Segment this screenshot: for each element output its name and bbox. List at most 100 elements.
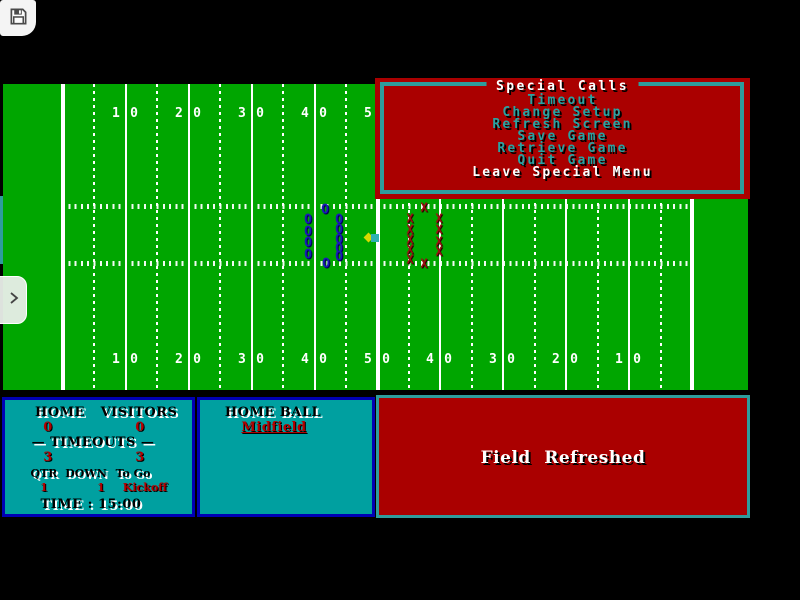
yard-line	[628, 84, 630, 390]
defense-player-marker: X	[406, 252, 414, 267]
defense-player-marker: X	[420, 256, 428, 271]
save-state-button[interactable]	[0, 0, 36, 36]
offense-player-marker: O	[335, 222, 343, 238]
yard-line	[314, 84, 316, 390]
field-edge-strip	[0, 196, 3, 264]
down-value: 1	[97, 481, 105, 494]
yard-line	[690, 84, 694, 390]
status-message: Field Refreshed	[480, 448, 646, 468]
yard-digit: 0	[633, 352, 641, 367]
offense-player-marker: O	[304, 224, 312, 240]
yard-digit: 0	[444, 352, 452, 367]
five-yard-line	[534, 84, 536, 390]
five-yard-line	[93, 84, 95, 390]
ball-square-icon	[371, 234, 379, 242]
five-yard-line	[219, 84, 221, 390]
message-panel: Field Refreshed	[376, 395, 750, 518]
defense-player-marker: X	[406, 232, 414, 247]
menu-item-quit-game[interactable]: Quit Game	[517, 153, 608, 168]
yard-digit: 2	[175, 106, 183, 121]
defense-player-marker: X	[420, 200, 428, 215]
yard-digit: 4	[301, 106, 309, 121]
possession-panel: HOME BALL Midfield	[197, 397, 375, 517]
menu-item-save-game[interactable]: Save Game	[517, 129, 608, 144]
defense-player-marker: X	[406, 211, 414, 226]
visitors-label: VISITORS	[100, 405, 178, 420]
visitors-timeouts: 3	[135, 450, 145, 465]
defense-player-marker: X	[435, 211, 443, 226]
yard-digit: 0	[570, 352, 578, 367]
menu-item-refresh-screen[interactable]: Refresh Screen	[492, 117, 633, 132]
defense-player-marker: X	[435, 234, 443, 249]
yard-digit: 1	[615, 352, 623, 367]
yard-digit: 3	[489, 352, 497, 367]
yard-digit: 2	[175, 352, 183, 367]
yard-digit: 1	[112, 106, 120, 121]
menu-item-change-setup[interactable]: Change Setup	[502, 105, 623, 120]
yard-digit: 0	[256, 352, 264, 367]
yard-digit: 2	[552, 352, 560, 367]
five-yard-line	[156, 84, 158, 390]
offense-player-marker: O	[304, 212, 312, 228]
offense-player-marker: O	[335, 241, 343, 257]
home-label: HOME	[35, 405, 85, 420]
menu-item-leave-special-menu[interactable]: Leave Special Menu	[472, 165, 653, 180]
ball-marker	[363, 232, 382, 243]
defense-player-marker: X	[435, 244, 443, 259]
yard-digit: 5	[364, 106, 372, 121]
menu-items: Timeout Change Setup Refresh Screen Save Ga…	[375, 93, 750, 180]
offense-player-marker: O	[322, 256, 330, 272]
offense-player-marker: O	[304, 235, 312, 251]
down-label: DOWN	[65, 467, 107, 480]
floppy-disk-icon	[9, 7, 28, 30]
menu-title: Special Calls	[486, 79, 639, 94]
yard-digit: 0	[193, 106, 201, 121]
possession-label: HOME BALL	[224, 405, 322, 420]
yard-digit: 4	[426, 352, 434, 367]
yard-line	[251, 84, 253, 390]
scoreboard-panel: HOME VISITORS 0 0 — TIMEOUTS — 3 3 QTR D…	[2, 397, 195, 517]
yard-line	[188, 84, 190, 390]
timeouts-label: — TIMEOUTS —	[31, 435, 155, 450]
defense-player-marker: X	[435, 222, 443, 237]
togo-label: To Go	[115, 467, 151, 480]
yard-digit: 0	[256, 106, 264, 121]
expand-controls-tab[interactable]	[0, 276, 27, 324]
yard-digit: 0	[193, 352, 201, 367]
yard-line	[125, 84, 127, 390]
yard-digit: 0	[507, 352, 515, 367]
yard-line	[439, 84, 441, 390]
yard-digit: 0	[130, 106, 138, 121]
yard-digit: 4	[301, 352, 309, 367]
five-yard-line	[345, 84, 347, 390]
special-calls-menu: Special Calls Timeout Change Setup Refresh…	[375, 78, 750, 199]
yard-digit: 3	[238, 352, 246, 367]
yard-digit: 1	[112, 352, 120, 367]
game-clock: TIME : 15:00	[40, 497, 142, 512]
chevron-right-icon	[8, 290, 20, 310]
qtr-label: QTR	[30, 467, 58, 480]
offense-player-marker: O	[304, 247, 312, 263]
five-yard-line	[282, 84, 284, 390]
yard-digit: 0	[319, 106, 327, 121]
defense-player-marker: X	[406, 222, 414, 237]
menu-item-retrieve-game[interactable]: Retrieve Game	[497, 141, 628, 156]
offense-player-marker: O	[335, 232, 343, 248]
yard-digit: 0	[130, 352, 138, 367]
defense-player-marker: X	[406, 242, 414, 257]
home-score: 0	[43, 420, 53, 435]
ball-spot: Midfield	[241, 420, 307, 435]
menu-item-timeout[interactable]: Timeout	[527, 93, 598, 108]
